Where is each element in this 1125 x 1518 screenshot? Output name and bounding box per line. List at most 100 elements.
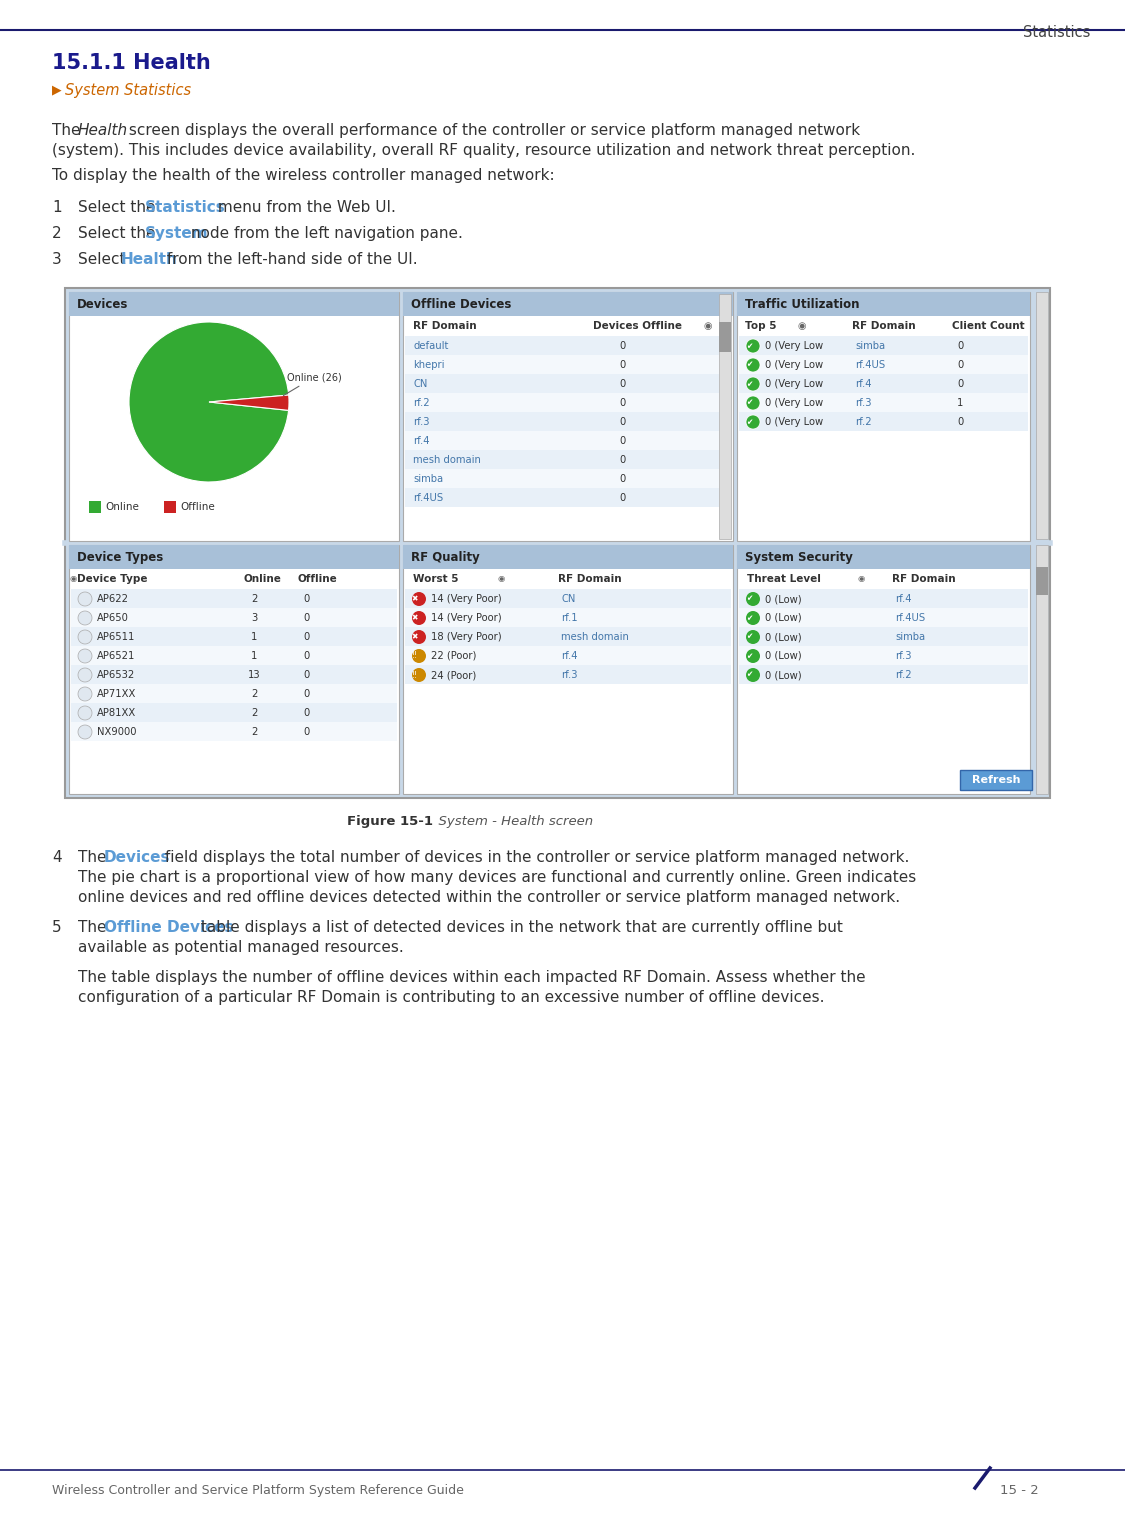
Text: mesh domain: mesh domain bbox=[561, 631, 629, 642]
Text: NX9000: NX9000 bbox=[97, 727, 136, 738]
Text: rf.4: rf.4 bbox=[561, 651, 577, 660]
Text: rf.2: rf.2 bbox=[896, 669, 911, 680]
Circle shape bbox=[412, 630, 426, 644]
Circle shape bbox=[746, 612, 760, 625]
Text: 0 (Very Low: 0 (Very Low bbox=[765, 360, 823, 370]
Text: 0: 0 bbox=[620, 474, 627, 484]
Text: 0 (Low): 0 (Low) bbox=[765, 631, 802, 642]
FancyBboxPatch shape bbox=[719, 322, 731, 352]
Text: rf.2: rf.2 bbox=[855, 417, 872, 427]
Text: AP71XX: AP71XX bbox=[97, 689, 136, 698]
Text: !!: !! bbox=[412, 651, 418, 660]
Text: khepri: khepri bbox=[413, 360, 444, 370]
Circle shape bbox=[746, 668, 760, 682]
Circle shape bbox=[78, 650, 92, 663]
FancyBboxPatch shape bbox=[739, 589, 1028, 609]
Text: ◉: ◉ bbox=[70, 574, 76, 583]
Text: ✖: ✖ bbox=[412, 595, 418, 604]
Text: CN: CN bbox=[413, 380, 428, 389]
Circle shape bbox=[746, 339, 760, 354]
Text: ✔: ✔ bbox=[746, 342, 753, 351]
Text: menu from the Web UI.: menu from the Web UI. bbox=[213, 200, 396, 216]
Text: CN: CN bbox=[561, 594, 575, 604]
FancyBboxPatch shape bbox=[69, 545, 399, 794]
Text: 0: 0 bbox=[304, 594, 310, 604]
FancyBboxPatch shape bbox=[737, 545, 1030, 569]
Text: Refresh: Refresh bbox=[972, 776, 1020, 785]
Text: Device Type: Device Type bbox=[76, 574, 147, 584]
Text: rf.3: rf.3 bbox=[413, 417, 430, 427]
Circle shape bbox=[412, 668, 426, 682]
Text: 2: 2 bbox=[251, 707, 258, 718]
Text: Offline: Offline bbox=[297, 574, 336, 584]
Text: 0: 0 bbox=[304, 631, 310, 642]
Text: ✔: ✔ bbox=[746, 595, 753, 604]
Text: RF Domain: RF Domain bbox=[413, 320, 477, 331]
Wedge shape bbox=[209, 395, 289, 410]
Text: 0 (Very Low: 0 (Very Low bbox=[765, 380, 823, 389]
Text: configuration of a particular RF Domain is contributing to an excessive number o: configuration of a particular RF Domain … bbox=[78, 990, 825, 1005]
Text: ✔: ✔ bbox=[746, 380, 753, 389]
Text: AP622: AP622 bbox=[97, 594, 129, 604]
Text: 0: 0 bbox=[620, 417, 627, 427]
Text: 0 (Low): 0 (Low) bbox=[765, 669, 802, 680]
Text: The table displays the number of offline devices within each impacted RF Domain.: The table displays the number of offline… bbox=[78, 970, 865, 985]
Wedge shape bbox=[129, 322, 289, 483]
Text: Top 5: Top 5 bbox=[745, 320, 776, 331]
Text: !!: !! bbox=[412, 671, 418, 680]
Text: To display the health of the wireless controller managed network:: To display the health of the wireless co… bbox=[52, 168, 555, 184]
Text: AP6521: AP6521 bbox=[97, 651, 135, 660]
FancyBboxPatch shape bbox=[164, 501, 176, 513]
Text: 3: 3 bbox=[52, 252, 62, 267]
Text: table displays a list of detected devices in the network that are currently offl: table displays a list of detected device… bbox=[196, 920, 843, 935]
Circle shape bbox=[78, 688, 92, 701]
Text: AP6511: AP6511 bbox=[97, 631, 135, 642]
Text: RF Domain: RF Domain bbox=[892, 574, 955, 584]
FancyBboxPatch shape bbox=[69, 545, 399, 569]
FancyBboxPatch shape bbox=[405, 335, 719, 355]
Text: 1: 1 bbox=[251, 651, 258, 660]
Text: 24 (Poor): 24 (Poor) bbox=[431, 669, 476, 680]
Text: 2: 2 bbox=[251, 689, 258, 698]
Text: ✔: ✔ bbox=[746, 651, 753, 660]
Text: 0: 0 bbox=[620, 493, 627, 502]
Text: 0 (Very Low: 0 (Very Low bbox=[765, 342, 823, 351]
FancyBboxPatch shape bbox=[71, 685, 397, 703]
FancyBboxPatch shape bbox=[737, 291, 1030, 540]
Text: 0: 0 bbox=[304, 651, 310, 660]
FancyBboxPatch shape bbox=[89, 501, 101, 513]
Text: ✔: ✔ bbox=[746, 399, 753, 407]
Text: field displays the total number of devices in the controller or service platform: field displays the total number of devic… bbox=[160, 850, 909, 865]
Circle shape bbox=[412, 612, 426, 625]
FancyBboxPatch shape bbox=[405, 469, 719, 487]
Text: ◉: ◉ bbox=[796, 320, 806, 331]
FancyBboxPatch shape bbox=[719, 294, 731, 539]
Circle shape bbox=[78, 630, 92, 644]
FancyBboxPatch shape bbox=[69, 291, 399, 540]
Text: AP6532: AP6532 bbox=[97, 669, 135, 680]
Text: Select: Select bbox=[78, 252, 130, 267]
Circle shape bbox=[746, 630, 760, 644]
Text: The: The bbox=[78, 920, 111, 935]
FancyBboxPatch shape bbox=[405, 431, 719, 449]
FancyBboxPatch shape bbox=[1036, 568, 1048, 595]
Text: 0 (Very Low: 0 (Very Low bbox=[765, 398, 823, 408]
Text: Client Count: Client Count bbox=[952, 320, 1025, 331]
Text: rf.3: rf.3 bbox=[855, 398, 872, 408]
Text: Online: Online bbox=[105, 502, 138, 512]
FancyBboxPatch shape bbox=[71, 723, 397, 741]
Text: Wireless Controller and Service Platform System Reference Guide: Wireless Controller and Service Platform… bbox=[52, 1485, 464, 1497]
FancyBboxPatch shape bbox=[71, 589, 397, 609]
Text: 1: 1 bbox=[251, 631, 258, 642]
FancyBboxPatch shape bbox=[403, 291, 734, 540]
Text: simba: simba bbox=[413, 474, 443, 484]
Text: node from the left navigation pane.: node from the left navigation pane. bbox=[186, 226, 462, 241]
Text: rf.4: rf.4 bbox=[896, 594, 911, 604]
Text: 0 (Low): 0 (Low) bbox=[765, 613, 802, 622]
Text: 2: 2 bbox=[251, 727, 258, 738]
FancyBboxPatch shape bbox=[69, 291, 399, 316]
Text: RF Quality: RF Quality bbox=[411, 551, 479, 563]
Text: 0: 0 bbox=[304, 613, 310, 622]
Text: Device Types: Device Types bbox=[76, 551, 163, 563]
FancyBboxPatch shape bbox=[65, 288, 1050, 798]
